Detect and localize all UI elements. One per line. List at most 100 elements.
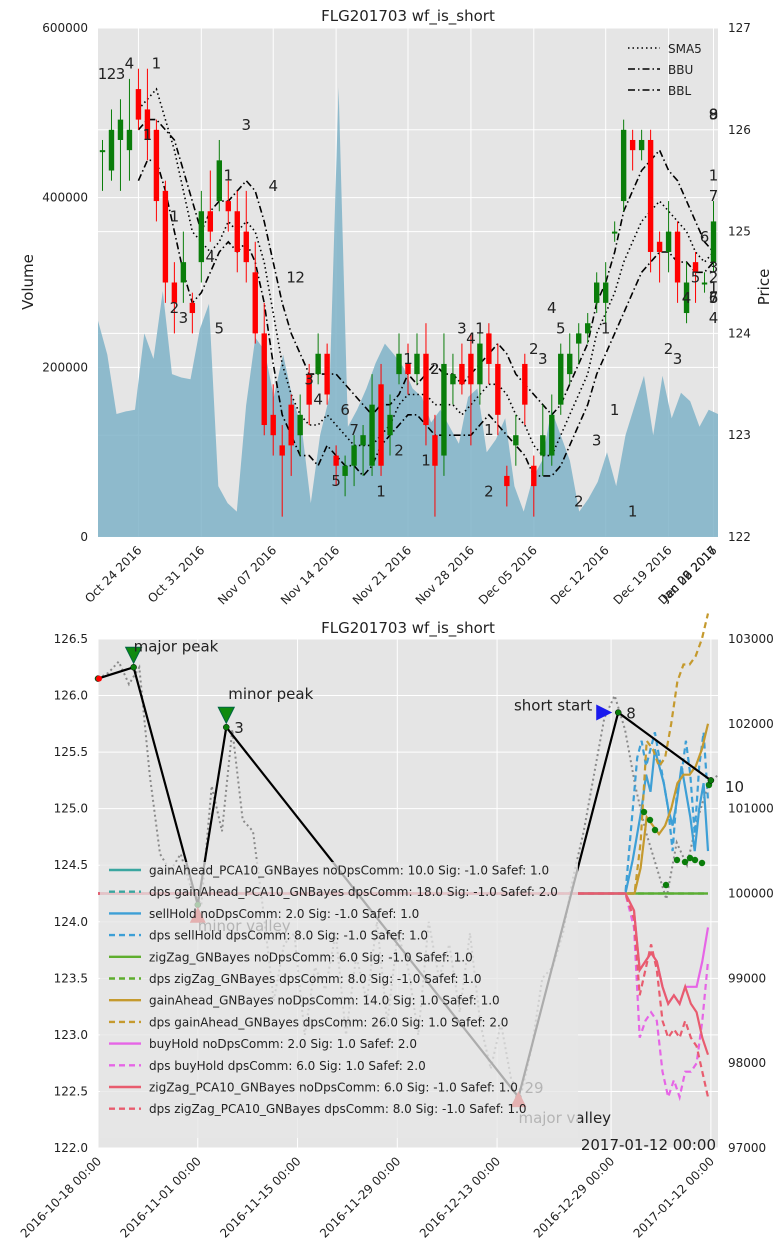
- top-ylabel-left: Volume: [19, 254, 37, 310]
- wave-label: 4: [682, 289, 692, 307]
- candle-body: [531, 465, 537, 487]
- candle-body: [207, 211, 214, 232]
- trade-marker: [698, 859, 706, 867]
- candle-body: [459, 363, 465, 385]
- bottom-ytick-right: 100000: [728, 887, 774, 901]
- wave-label: 4: [547, 299, 557, 317]
- wave-label: 1: [709, 167, 719, 185]
- candle-body: [567, 353, 573, 375]
- candle-body: [198, 211, 205, 263]
- wave-label: 6: [700, 228, 710, 246]
- point-label: 3: [234, 719, 244, 737]
- wave-label: 3: [457, 319, 467, 337]
- candle-body: [710, 221, 717, 263]
- candle-body: [594, 282, 600, 303]
- candle-body: [153, 129, 160, 202]
- equity-line: [98, 892, 710, 1102]
- wave-label: 3: [592, 431, 602, 449]
- wave-label: 9: [709, 106, 719, 124]
- legend-label: BBU: [668, 63, 693, 77]
- candle-body: [629, 139, 636, 151]
- candle-body: [620, 129, 627, 202]
- candle-body: [477, 343, 483, 385]
- top-ytick-right: 124: [728, 326, 751, 340]
- candle-body: [351, 445, 357, 466]
- candle-body: [674, 231, 681, 283]
- equity-line: [98, 892, 710, 1056]
- bottom-xtick: 2016-11-01 00:00: [118, 1154, 204, 1240]
- top-ytick-right: 126: [728, 123, 751, 137]
- candle-body: [558, 353, 564, 405]
- top-ytick-left: 200000: [42, 360, 88, 374]
- wave-label: 4: [268, 177, 278, 195]
- legend-label: buyHold noDpsComm: 2.0 Sig: 1.0 Safef: 2…: [149, 1037, 417, 1051]
- minor-peak-marker: [217, 706, 236, 725]
- point-label: short start: [514, 697, 592, 715]
- equity-line: [98, 613, 710, 895]
- right-edge-label: 10: [725, 778, 744, 796]
- legend-label: dps gainAhead_GNBayes dpsComm: 26.0 Sig:…: [149, 1015, 508, 1029]
- volume-area-fill: [98, 87, 718, 538]
- candle-body: [126, 129, 133, 151]
- trade-marker: [691, 856, 699, 864]
- candle-body: [396, 353, 402, 375]
- wave-label: 2: [709, 269, 719, 287]
- candle-body: [513, 435, 519, 446]
- candle-body: [683, 282, 690, 314]
- sma5-line: [137, 87, 715, 457]
- legend-label: dps gainAhead_PCA10_GNBayes dpsComm: 18.…: [149, 885, 558, 899]
- equity-line: [98, 892, 710, 1098]
- top-ytick-right: 125: [728, 225, 751, 239]
- candle-body: [692, 262, 699, 273]
- candle-body: [162, 190, 169, 283]
- bottom-ytick-left: 125.5: [54, 745, 88, 759]
- candle-body: [549, 414, 555, 456]
- trade-marker: [640, 808, 648, 816]
- candle-body: [486, 333, 492, 364]
- wave-label: 1: [286, 269, 296, 287]
- candle-body: [216, 160, 222, 202]
- legend-box: [100, 862, 578, 1138]
- top-ytick-left: 0: [80, 530, 88, 544]
- candle-body: [324, 353, 330, 395]
- bottom-ytick-left: 124.5: [54, 858, 88, 872]
- wave-label: 2: [484, 482, 494, 500]
- wave-label: 5: [215, 319, 225, 337]
- candle-body: [360, 435, 366, 446]
- bottom-xtick: 2016-11-15 00:00: [217, 1154, 303, 1240]
- legend-label: gainAhead_PCA10_GNBayes noDpsComm: 10.0 …: [149, 864, 549, 878]
- legend-label: zigZag_GNBayes noDpsComm: 6.0 Sig: -1.0 …: [149, 950, 473, 964]
- wave-label: 2: [574, 492, 584, 510]
- top-xtick: Nov 21 2016: [350, 543, 414, 607]
- wave-label: 2: [430, 360, 440, 378]
- point-label: 8: [626, 705, 636, 723]
- candle-body: [252, 272, 258, 334]
- wave-label: 7: [709, 289, 719, 307]
- point-label: major peak: [134, 637, 219, 655]
- wave-label: 2: [107, 65, 117, 83]
- wave-label: 6: [340, 401, 350, 419]
- candle-body: [665, 231, 672, 252]
- top-chart-title: FLG201703 wf_is_short: [321, 7, 495, 26]
- wave-label: 4: [709, 309, 719, 327]
- wave-label: 3: [709, 258, 719, 276]
- wave-label: 3: [241, 116, 251, 134]
- wave-label: 3: [179, 309, 189, 327]
- candle-body: [288, 404, 294, 446]
- bottom-ytick-right: 97000: [728, 1141, 766, 1155]
- wave-label: 4: [125, 55, 135, 73]
- top-ytick-left: 600000: [42, 21, 88, 35]
- point-label: minor peak: [228, 685, 313, 703]
- legend-label: dps buyHold dpsComm: 6.0 Sig: 1.0 Safef:…: [149, 1059, 426, 1073]
- bottom-xtick: 2017-01-12 00:00: [631, 1154, 717, 1240]
- bottom-ytick-left: 122.0: [54, 1141, 88, 1155]
- top-ytick-right: 123: [728, 428, 751, 442]
- candle-body: [585, 323, 591, 334]
- wave-label: 6: [709, 289, 719, 307]
- candle-body: [315, 353, 321, 375]
- candle-body: [414, 353, 420, 375]
- wave-label: 1: [376, 482, 386, 500]
